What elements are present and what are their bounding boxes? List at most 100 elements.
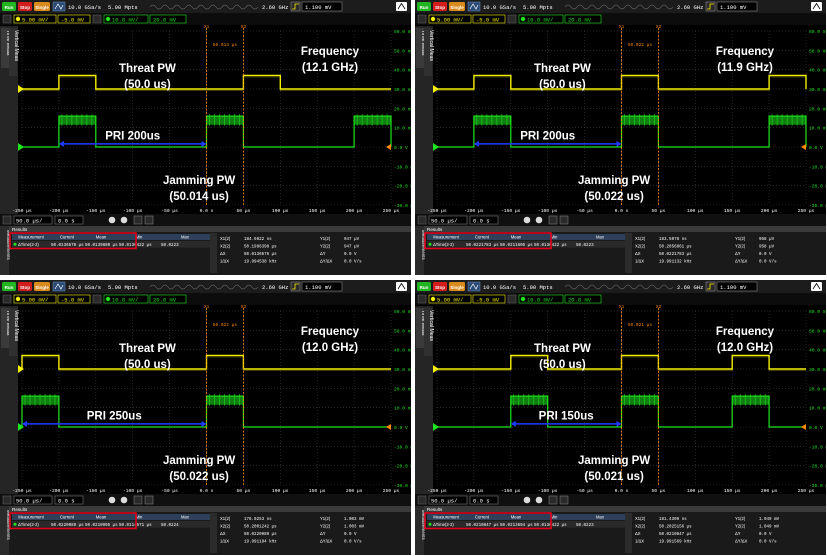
trigger-mode-icon[interactable] [705, 1, 716, 12]
single-button[interactable]: Single [34, 282, 50, 291]
navigate-icon[interactable] [133, 215, 143, 225]
run-button[interactable]: Run [417, 282, 431, 291]
channel-1-ground-marker[interactable] [18, 365, 24, 373]
horizontal-menu-icon[interactable] [2, 215, 12, 225]
channel-1-ground-marker[interactable] [18, 85, 24, 93]
timebase-scale-field[interactable] [13, 215, 53, 225]
run-button[interactable]: Run [417, 2, 431, 11]
run-button[interactable]: Run [2, 282, 16, 291]
single-button-bg [449, 282, 465, 291]
zoom-icon[interactable] [523, 496, 531, 504]
single-button[interactable]: Single [449, 2, 465, 11]
channel-2-settings[interactable]: 10.0 mV/20.0 mV [518, 14, 602, 24]
acquisition-icon[interactable] [467, 1, 481, 12]
channel-add-icon[interactable] [507, 14, 517, 24]
channel-add-icon[interactable] [92, 294, 102, 304]
mark-icon[interactable] [144, 215, 154, 225]
trigger-level-field[interactable] [716, 281, 758, 292]
navigate-icon[interactable] [548, 495, 558, 505]
channel-menu-icon[interactable] [417, 14, 427, 24]
single-button[interactable]: Single [34, 2, 50, 11]
channel-add-icon[interactable] [507, 294, 517, 304]
measurements-side-tab[interactable] [415, 506, 424, 555]
timebase-scale-field[interactable] [13, 495, 53, 505]
vertical-meas-tab[interactable] [9, 28, 17, 76]
markers-side-tab[interactable] [625, 233, 632, 273]
mark-icon[interactable] [144, 495, 154, 505]
mark-icon[interactable] [559, 495, 569, 505]
trigger-mode-icon[interactable] [290, 281, 301, 292]
zoom-out-icon[interactable] [120, 496, 128, 504]
measurements-side-tab[interactable] [0, 226, 9, 275]
run-button[interactable]: Run [2, 2, 16, 11]
time-meas-tab[interactable] [1, 28, 9, 68]
acquisition-icon[interactable] [52, 281, 66, 292]
trigger-mode-icon[interactable] [705, 281, 716, 292]
measurements-side-tab[interactable] [0, 506, 9, 555]
zoom-out-icon[interactable] [535, 496, 543, 504]
channel-1-settings[interactable]: 5.00 mV/ -5.0 mV [428, 14, 506, 24]
channel-2-settings[interactable]: 10.0 mV/20.0 mV [103, 14, 187, 24]
channel-2-ground-marker[interactable] [18, 423, 24, 431]
single-button[interactable]: Single [449, 282, 465, 291]
stop-button[interactable]: Stop [18, 282, 32, 291]
acquisition-icon[interactable] [52, 1, 66, 12]
channel-add-icon[interactable] [92, 14, 102, 24]
trigger-level-field[interactable] [301, 281, 343, 292]
vertical-meas-tab[interactable] [424, 28, 432, 76]
timebase-scale-field[interactable] [428, 215, 468, 225]
channel-2-settings[interactable]: 10.0 mV/20.0 mV [103, 294, 187, 304]
channel-1-ground-marker[interactable] [433, 365, 439, 373]
vertical-meas-tab[interactable] [9, 308, 17, 356]
channel-menu-icon[interactable] [417, 294, 427, 304]
markers-side-tab[interactable] [210, 513, 217, 553]
channel-2-settings[interactable]: 10.0 mV/20.0 mV [518, 294, 602, 304]
channel-menu-icon[interactable] [2, 14, 12, 24]
timebase-scale-field[interactable] [428, 495, 468, 505]
time-meas-tab[interactable] [416, 28, 424, 68]
measurement-row[interactable]: ΔTime(2-2) 50.0136570 µs 50.0139880 µs 50.0… [12, 241, 210, 248]
trigger-level-field[interactable] [716, 1, 758, 12]
channel-2-ground-marker[interactable] [18, 143, 24, 151]
zoom-icon[interactable] [108, 216, 116, 224]
timebase-position-field[interactable] [469, 215, 499, 225]
zoom-out-icon[interactable] [120, 216, 128, 224]
time-meas-tab[interactable] [1, 308, 9, 348]
results-header-label: Max [596, 235, 605, 240]
stop-button[interactable]: Stop [433, 2, 447, 11]
horizontal-menu-icon[interactable] [417, 495, 427, 505]
channel-2-ground-marker[interactable] [433, 423, 439, 431]
horizontal-menu-icon[interactable] [417, 215, 427, 225]
acquisition-icon[interactable] [467, 281, 481, 292]
zoom-icon[interactable] [108, 496, 116, 504]
channel-2-ground-marker[interactable] [433, 143, 439, 151]
measurement-row[interactable]: ΔTime(2-2) 50.0221783 µs 50.0211605 µs 50.0… [427, 241, 625, 248]
navigate-icon[interactable] [133, 495, 143, 505]
navigate-icon[interactable] [548, 215, 558, 225]
trigger-mode-icon[interactable] [290, 1, 301, 12]
zoom-icon[interactable] [523, 216, 531, 224]
channel-menu-icon[interactable] [2, 294, 12, 304]
vertical-meas-tab[interactable] [424, 308, 432, 356]
markers-side-tab[interactable] [625, 513, 632, 553]
measurement-row[interactable]: ΔTime(2-2) 50.0220989 µs 50.0210905 µs 50.0… [12, 521, 210, 528]
measurement-row[interactable]: ΔTime(2-2) 50.0210847 µs 50.0213694 µs 50.0… [427, 521, 625, 528]
zoom-out-icon[interactable] [535, 216, 543, 224]
stop-button[interactable]: Stop [433, 282, 447, 291]
trigger-level-field[interactable] [301, 1, 343, 12]
frequency-label: Frequency [301, 326, 360, 338]
channel-1-settings[interactable]: 5.00 mV/ -5.0 mV [428, 294, 506, 304]
measurements-side-tab[interactable] [415, 226, 424, 275]
timebase-position-field[interactable] [469, 495, 499, 505]
timebase-position-field[interactable] [54, 495, 84, 505]
channel-1-settings[interactable]: 5.00 mV/ -5.0 mV [13, 294, 91, 304]
markers-side-tab[interactable] [210, 233, 217, 273]
channel-1-ground-marker[interactable] [433, 85, 439, 93]
results-header-label: Current [475, 235, 490, 240]
time-meas-tab[interactable] [416, 308, 424, 348]
mark-icon[interactable] [559, 215, 569, 225]
horizontal-menu-icon[interactable] [2, 495, 12, 505]
channel-1-settings[interactable]: 5.00 mV/ -5.0 mV [13, 14, 91, 24]
stop-button[interactable]: Stop [18, 2, 32, 11]
timebase-position-field[interactable] [54, 215, 84, 225]
